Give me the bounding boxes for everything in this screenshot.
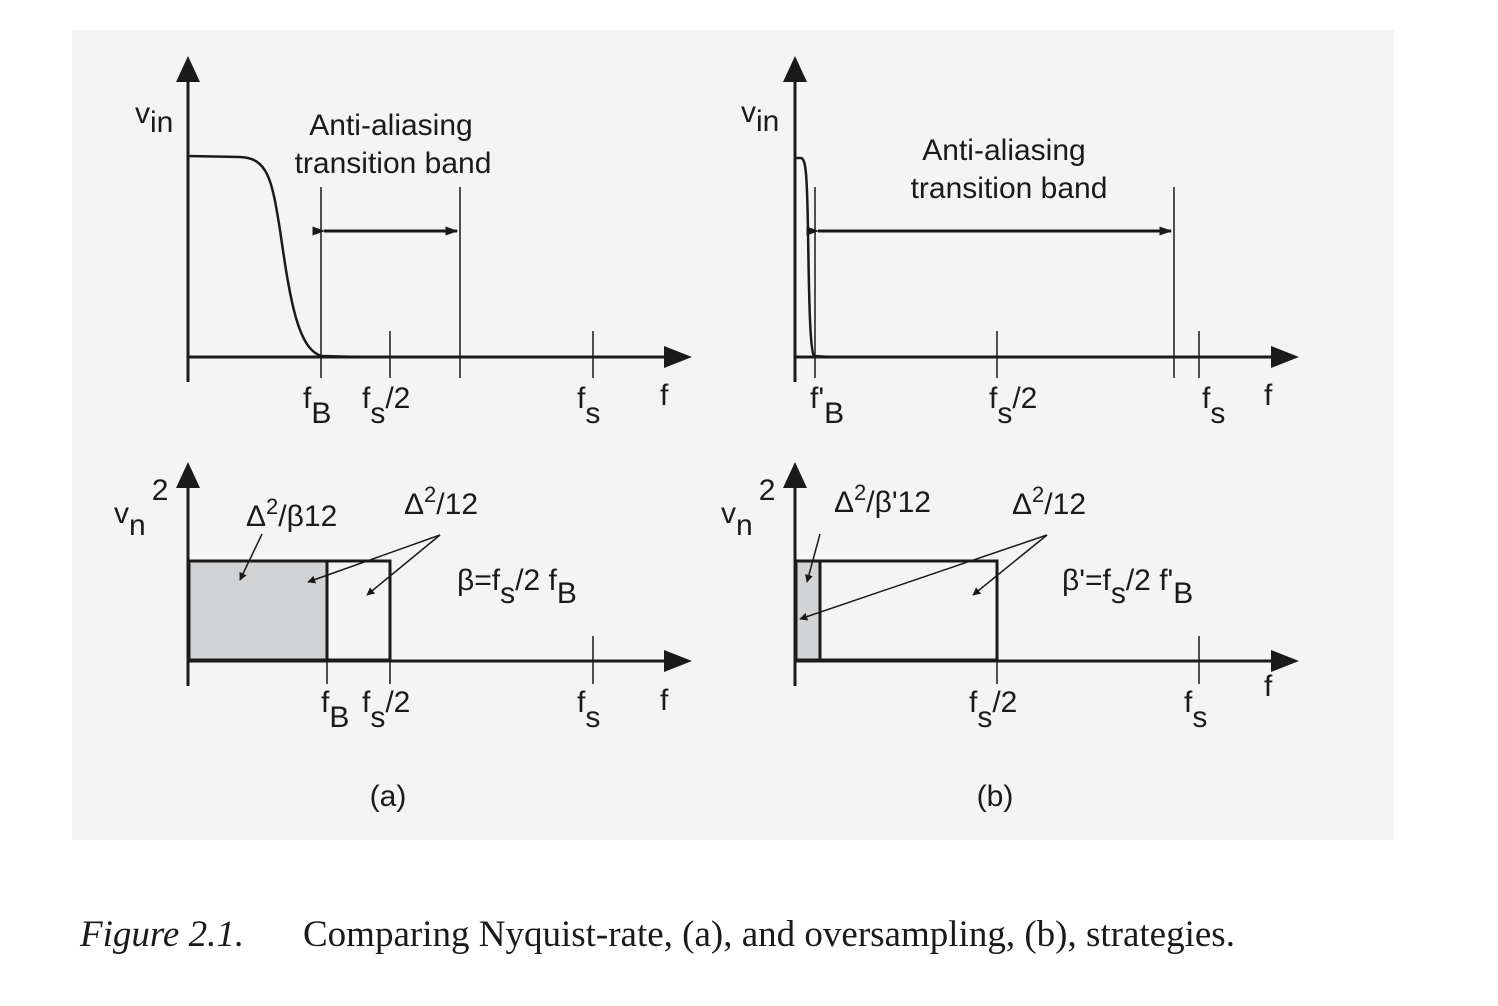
tick-label-fB: fB: [303, 382, 331, 430]
tick-label-fs: fs: [577, 686, 600, 734]
full-label-pointer-2: [366, 534, 441, 596]
oversampling-ratio-definition: β'=fs/2 f'B: [1062, 564, 1193, 610]
full-band-noise-label: Δ2/12: [404, 482, 478, 521]
tick-label-fs: fs: [1184, 686, 1207, 734]
oversampling-ratio-definition: β=fs/2 fB: [457, 564, 577, 610]
quantization-noise-full-band: [818, 559, 999, 662]
quantization-noise-full-band: [325, 559, 392, 662]
figure-caption: Figure 2.1. Comparing Nyquist-rate, (a), …: [79, 914, 1235, 955]
x-axis-arrowhead: [664, 346, 692, 368]
y-axis-arrowhead: [176, 462, 200, 488]
panel-b-label: (b): [977, 780, 1014, 813]
y-axis-label: vn2: [721, 474, 775, 542]
band-label-line1: Anti-aliasing: [309, 109, 472, 142]
x-axis-arrowhead: [1271, 346, 1299, 368]
figure-panel-background: [72, 30, 1394, 840]
tick-label-fs2: fs/2: [989, 382, 1037, 430]
caption-text: Comparing Nyquist-rate, (a), and oversam…: [303, 914, 1235, 955]
band-label-line2: transition band: [295, 147, 492, 180]
y-axis-arrowhead: [176, 56, 200, 82]
shaded-label-pointer: [239, 533, 263, 581]
caption-prefix: Figure 2.1.: [79, 914, 244, 955]
panel-a-bottom-plot: vn2 Δ2/β12 Δ2/12 β=fs/2 fB fB fs/2 fs f …: [114, 462, 692, 813]
panel-a-label: (a): [370, 780, 407, 813]
panel-b-bottom-plot: vn2 Δ2/β'12 Δ2/12 β'=fs/2 f'B fs/2 fs f …: [721, 462, 1299, 813]
band-label-line2: transition band: [911, 172, 1108, 205]
x-axis-label: f: [660, 684, 669, 717]
panel-a-top-plot: vin Anti-aliasing transition band fB fs/…: [135, 56, 692, 430]
x-axis-arrowhead: [664, 650, 692, 672]
x-axis-label: f: [1264, 379, 1273, 412]
x-axis-arrowhead: [1271, 650, 1299, 672]
shaded-band-noise-label: Δ2/β12: [246, 494, 337, 533]
full-band-noise-label: Δ2/12: [1012, 482, 1086, 521]
vin-spectrum-curve: [795, 156, 831, 359]
full-label-pointer-1: [799, 534, 1048, 621]
panel-b-top-plot: vin Anti-aliasing transition band f'B fs…: [741, 56, 1299, 430]
y-axis-arrowhead: [783, 56, 807, 82]
tick-label-fB: fB: [321, 686, 349, 734]
tick-label-fB: f'B: [810, 382, 844, 430]
x-axis-label: f: [660, 379, 669, 412]
band-label-line1: Anti-aliasing: [922, 134, 1085, 167]
tick-label-fs2: fs/2: [969, 686, 1017, 734]
y-axis-arrowhead: [783, 462, 807, 488]
signal-band-noise-shaded: [187, 559, 329, 662]
tick-label-fs: fs: [577, 382, 600, 430]
x-axis-label: f: [1264, 670, 1273, 703]
full-label-pointer-2: [972, 534, 1048, 596]
tick-label-fs2: fs/2: [362, 382, 410, 430]
tick-label-fs: fs: [1202, 382, 1225, 430]
full-label-pointer-1: [307, 534, 441, 584]
shaded-band-noise-label: Δ2/β'12: [834, 480, 931, 519]
vin-spectrum-curve: [187, 154, 361, 359]
tick-label-fs2: fs/2: [362, 686, 410, 734]
y-axis-label: vn2: [114, 474, 168, 542]
y-axis-label: vin: [135, 97, 173, 139]
shaded-label-pointer: [805, 533, 821, 583]
y-axis-label: vin: [741, 96, 779, 138]
